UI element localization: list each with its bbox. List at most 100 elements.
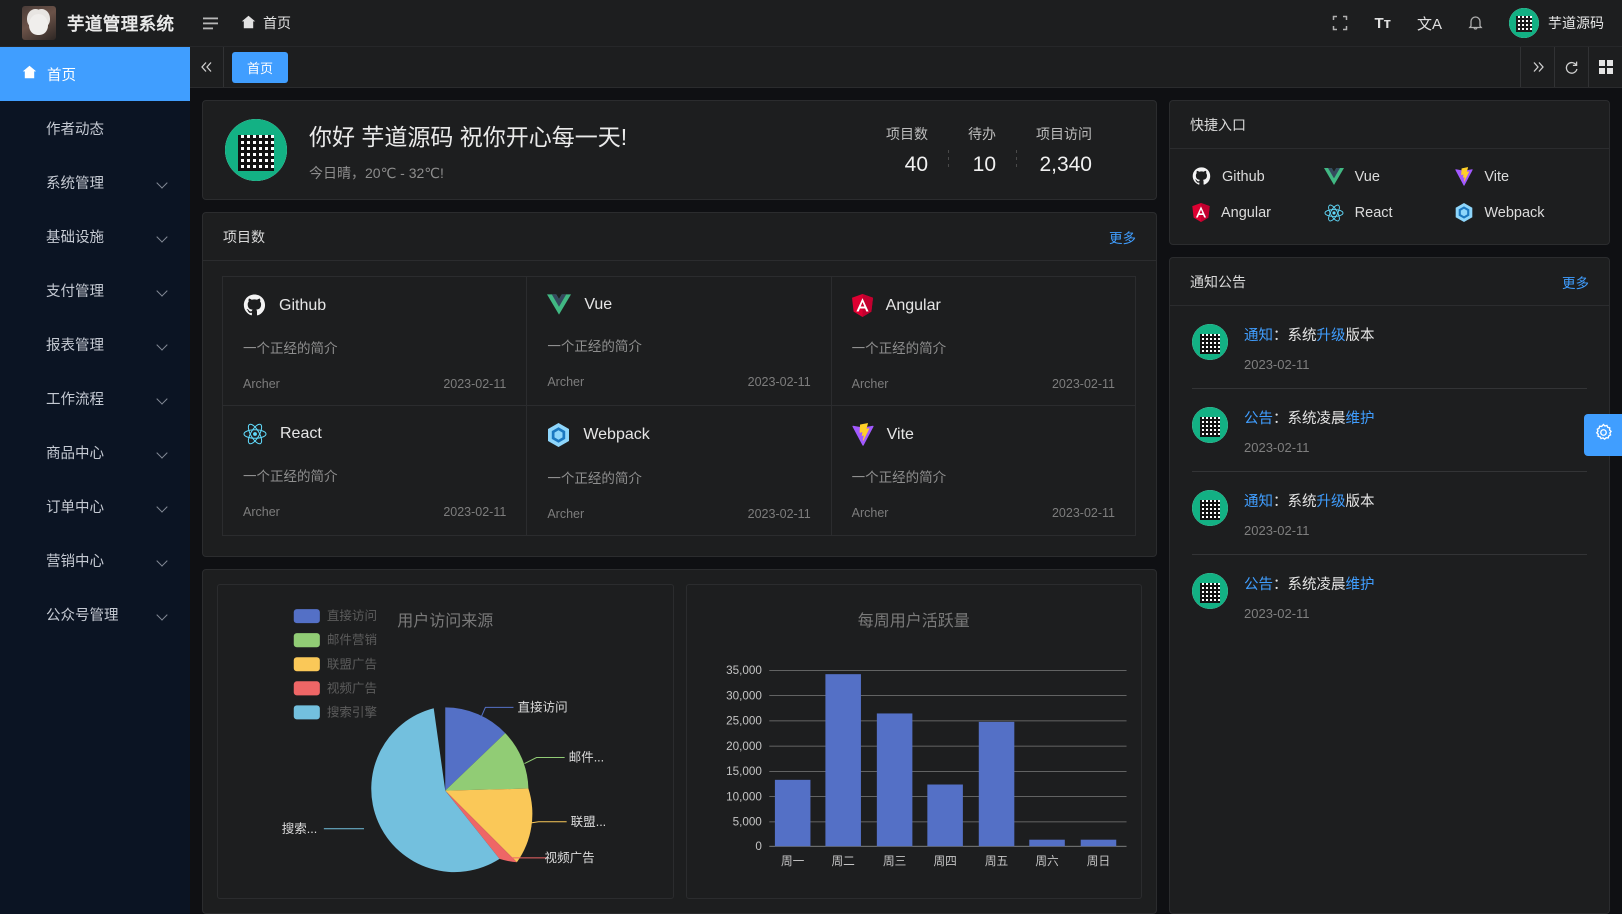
qr-avatar bbox=[1192, 324, 1228, 360]
notice-date: 2023-02-11 bbox=[1244, 440, 1310, 455]
sidebar-item-payment[interactable]: 支付管理 bbox=[0, 263, 190, 317]
sidebar-item-marketing[interactable]: 营销中心 bbox=[0, 533, 190, 587]
double-chevron-right-icon[interactable] bbox=[1520, 47, 1554, 87]
project-author: Archer bbox=[851, 377, 889, 391]
projects-card: 项目数 更多 Github bbox=[202, 212, 1157, 557]
quick-entry-react[interactable]: React bbox=[1324, 203, 1456, 222]
notice-pre: 系统 bbox=[1287, 494, 1317, 510]
chevron-down-icon bbox=[157, 231, 168, 242]
sidebar-item-order[interactable]: 订单中心 bbox=[0, 479, 190, 533]
settings-drawer-button[interactable] bbox=[1584, 414, 1622, 456]
sidebar-item-workflow[interactable]: 工作流程 bbox=[0, 371, 190, 425]
notices-card: 通知公告 更多 通知：系统升级版本 2023-02-11 bbox=[1169, 257, 1610, 914]
notice-item[interactable]: 通知：系统升级版本 2023-02-11 bbox=[1192, 306, 1587, 389]
breadcrumb-home-label: 首页 bbox=[263, 15, 291, 31]
xtick-1: 周二 bbox=[831, 855, 855, 868]
notice-sep: ： bbox=[1273, 411, 1288, 427]
project-card-vite[interactable]: Vite 一个正经的简介 Archer 2023-02-11 bbox=[830, 405, 1136, 536]
charts-card: 用户访问来源 直接访问 邮件营销 联盟广告 bbox=[202, 569, 1157, 914]
quick-entry-webpack[interactable]: Webpack bbox=[1455, 203, 1587, 222]
breadcrumb[interactable]: 首页 bbox=[241, 13, 291, 33]
legend-label-0: 直接访问 bbox=[327, 608, 377, 623]
sidebar-item-label: 订单中心 bbox=[46, 499, 104, 516]
pie-callout-4: 搜索... bbox=[282, 822, 318, 836]
translate-icon[interactable]: 文A bbox=[1417, 13, 1442, 34]
sidebar-item-mp[interactable]: 公众号管理 bbox=[0, 587, 190, 641]
quick-entry-label: Webpack bbox=[1484, 204, 1545, 221]
xtick-2: 周三 bbox=[882, 855, 905, 868]
sidebar-item-home[interactable]: 首页 bbox=[0, 47, 190, 101]
notice-item[interactable]: 公告：系统凌晨维护 2023-02-11 bbox=[1192, 555, 1587, 637]
notice-item[interactable]: 通知：系统升级版本 2023-02-11 bbox=[1192, 472, 1587, 555]
double-chevron-left-icon[interactable] bbox=[190, 47, 224, 87]
project-card-github[interactable]: Github 一个正经的简介 Archer 2023-02-11 bbox=[222, 276, 528, 406]
quick-entry-title: 快捷入口 bbox=[1190, 116, 1246, 133]
notice-item[interactable]: 公告：系统凌晨维护 2023-02-11 bbox=[1192, 389, 1587, 472]
quick-entry-github[interactable]: Github bbox=[1192, 167, 1324, 186]
ytick-4: 20,000 bbox=[726, 740, 762, 753]
sidebar-item-product[interactable]: 商品中心 bbox=[0, 425, 190, 479]
chevron-down-icon bbox=[157, 393, 168, 404]
project-card-react[interactable]: React 一个正经的简介 Archer 2023-02-11 bbox=[222, 405, 528, 536]
sidebar-item-label: 基础设施 bbox=[46, 229, 104, 246]
body: 首页 作者动态 系统管理 基础设施 支付管理 报表管理 工作流程 bbox=[0, 47, 1622, 914]
bar-series bbox=[774, 674, 1116, 847]
qr-avatar bbox=[1192, 407, 1228, 443]
stat-label: 项目访问 bbox=[1036, 125, 1092, 142]
notices-more-link[interactable]: 更多 bbox=[1562, 275, 1589, 291]
avatar[interactable]: 芋道源码 bbox=[1509, 8, 1604, 38]
sidebar-item-system[interactable]: 系统管理 bbox=[0, 155, 190, 209]
projects-card-header: 项目数 更多 bbox=[203, 213, 1156, 261]
quick-entry-vue[interactable]: Vue bbox=[1323, 167, 1456, 186]
quick-entry-angular[interactable]: Angular bbox=[1192, 203, 1324, 222]
chevron-down-icon bbox=[157, 339, 168, 350]
vite-icon bbox=[852, 423, 874, 446]
pie-legend: 直接访问 邮件营销 联盟广告 视频广告 搜索引擎 bbox=[293, 608, 377, 720]
banner-text: 你好 芋道源码 祝你开心每一天! 今日晴，20℃ - 32℃! bbox=[309, 118, 866, 183]
projects-more-link[interactable]: 更多 bbox=[1109, 230, 1136, 246]
sidebar-item-report[interactable]: 报表管理 bbox=[0, 317, 190, 371]
quick-entry-label: Github bbox=[1222, 168, 1265, 185]
pie-callouts: 直接访问 邮件... 联盟... 视频广告 搜索... bbox=[282, 699, 606, 864]
notice-pre: 系统凌晨 bbox=[1287, 577, 1346, 593]
chevron-down-icon bbox=[157, 501, 168, 512]
bar-0 bbox=[774, 779, 810, 847]
translate-glyph: 文A bbox=[1416, 15, 1442, 33]
stat-todo: 待办 10 bbox=[948, 124, 1016, 177]
chevron-down-icon bbox=[157, 285, 168, 296]
chevron-down-icon bbox=[157, 555, 168, 566]
tab-home[interactable]: 首页 bbox=[232, 51, 289, 83]
bar-ytick-labels: 0 5,000 10,000 15,000 20,000 25,000 30,0… bbox=[726, 664, 762, 853]
notice-pre: 系统凌晨 bbox=[1287, 411, 1346, 427]
project-card-webpack[interactable]: Webpack 一个正经的简介 Archer 2023-02-11 bbox=[526, 405, 832, 536]
project-desc: 一个正经的简介 bbox=[851, 341, 947, 356]
notice-keyword: 升级 bbox=[1316, 494, 1346, 510]
bell-icon[interactable] bbox=[1468, 15, 1483, 31]
stat-value: 10 bbox=[972, 152, 996, 176]
banner-stats: 项目数 40 待办 10 项目访问 2,340 bbox=[866, 124, 1134, 177]
projects-body: Github 一个正经的简介 Archer 2023-02-11 bbox=[203, 261, 1156, 556]
quick-entry-vite[interactable]: Vite bbox=[1455, 167, 1587, 186]
header-right-icons: Tт 文A 芋道源码 bbox=[1332, 8, 1622, 38]
sidebar-item-infra[interactable]: 基础设施 bbox=[0, 209, 190, 263]
project-name: React bbox=[280, 425, 322, 442]
ytick-1: 5,000 bbox=[732, 816, 762, 829]
sidebar-item-author-news[interactable]: 作者动态 bbox=[0, 101, 190, 155]
project-author: Archer bbox=[243, 505, 280, 519]
project-card-vue[interactable]: Vue 一个正经的简介 Archer 2023-02-11 bbox=[526, 276, 832, 406]
bar-1 bbox=[824, 674, 861, 847]
xtick-4: 周五 bbox=[984, 855, 1008, 868]
refresh-icon[interactable] bbox=[1554, 47, 1588, 87]
project-name: Vue bbox=[584, 295, 613, 313]
brand[interactable]: 芋道管理系统 bbox=[0, 6, 190, 40]
sidebar-item-label: 商品中心 bbox=[46, 445, 104, 462]
hamburger-icon[interactable] bbox=[202, 17, 219, 30]
brand-title: 芋道管理系统 bbox=[67, 13, 175, 34]
stat-value: 40 bbox=[904, 152, 928, 176]
project-card-angular[interactable]: Angular 一个正经的简介 Archer 2023-02-11 bbox=[830, 276, 1136, 406]
bar-3 bbox=[926, 784, 963, 847]
grid-icon[interactable] bbox=[1588, 47, 1622, 87]
vue-icon bbox=[1323, 168, 1344, 185]
fullscreen-icon[interactable] bbox=[1332, 15, 1348, 31]
font-size-icon[interactable]: Tт bbox=[1374, 15, 1391, 32]
